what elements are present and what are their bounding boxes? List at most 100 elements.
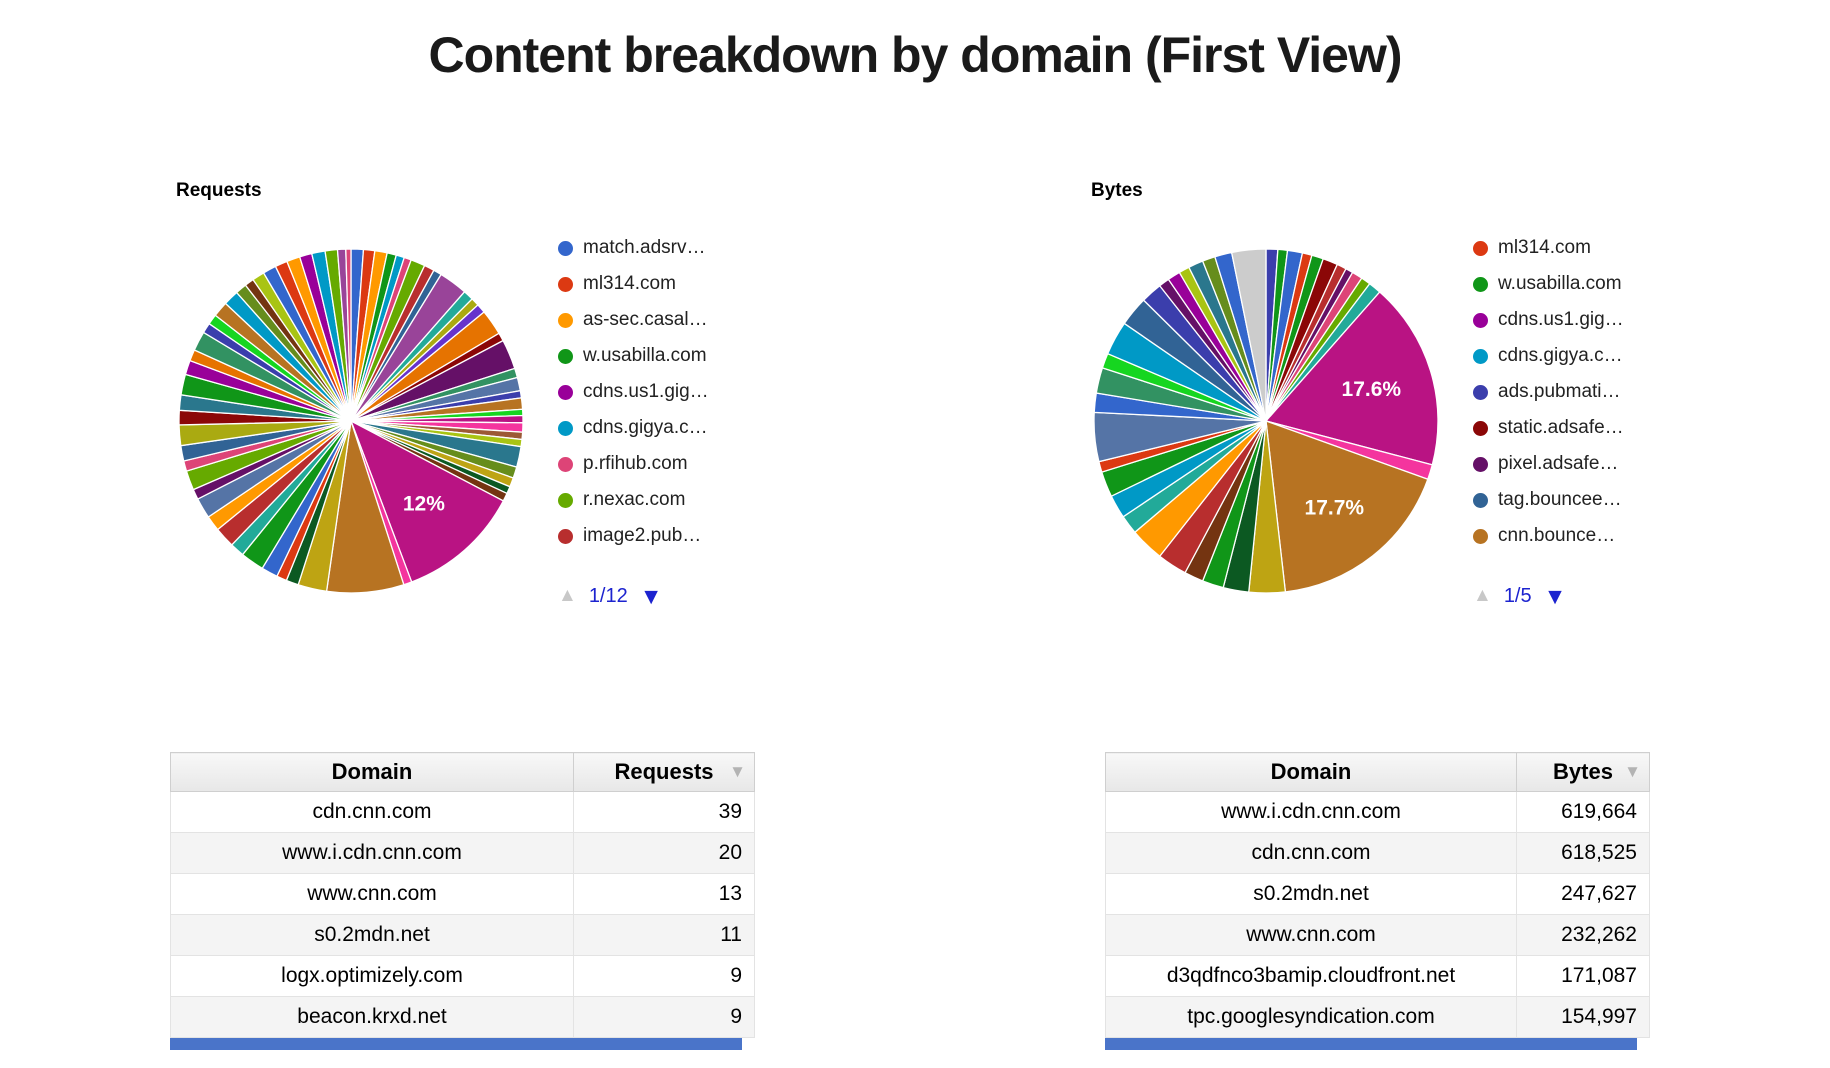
- bytes-pie-chart[interactable]: 17.6% 17.7%: [1091, 246, 1441, 596]
- table-header-label: Bytes: [1553, 759, 1613, 784]
- legend-color-dot: [558, 420, 573, 436]
- pie-slice[interactable]: [349, 419, 505, 583]
- legend-item: cnn.bounce…: [1473, 518, 1624, 554]
- value-cell: 9: [573, 996, 755, 1038]
- value-cell: 39: [573, 791, 755, 833]
- value-cell: 618,525: [1516, 832, 1650, 874]
- table-header-requests[interactable]: Requests ▼: [573, 752, 755, 792]
- table-header-label: Requests: [614, 759, 714, 784]
- requests-pie-chart[interactable]: 12%: [176, 246, 526, 596]
- requests-table-partial-next-row: [170, 1038, 742, 1050]
- requests-chart-row: 12% match.adsrv… ml314.com as-sec.casal… w.…: [0, 237, 915, 610]
- pie-slice[interactable]: [1265, 420, 1429, 593]
- legend-item-label: cdns.gigya.c…: [583, 417, 708, 438]
- domain-cell: logx.optimizely.com: [170, 955, 574, 997]
- domain-cell: www.cnn.com: [1105, 914, 1517, 956]
- bytes-table: Domain Bytes ▼ www.i.cdn.cnn.com 619,664 cdn.…: [1105, 752, 1650, 1038]
- table-header-label: Domain: [1270, 759, 1352, 784]
- legend-pager: ▲ 1/5 ▼: [1473, 582, 1624, 610]
- bytes-chart-title: Bytes: [1091, 180, 1143, 201]
- legend-item-label: tag.bouncee…: [1498, 489, 1622, 510]
- legend-page-down-icon[interactable]: ▼: [1543, 582, 1567, 609]
- sort-desc-icon: ▼: [1624, 762, 1641, 781]
- legend-item-label: pixel.adsafe…: [1498, 453, 1619, 474]
- domain-cell: tpc.googlesyndication.com: [1105, 996, 1517, 1038]
- table-row: tpc.googlesyndication.com 154,997: [1105, 996, 1650, 1038]
- legend-item: static.adsafe…: [1473, 410, 1624, 446]
- bytes-column: Bytes 17.6% 17.7% ml314.com w.usabilla.com…: [915, 180, 1830, 1050]
- domain-cell: cdn.cnn.com: [170, 791, 574, 833]
- table-header-domain: Domain: [1105, 752, 1517, 792]
- legend-color-dot: [558, 348, 573, 364]
- pie-slice[interactable]: [1230, 248, 1267, 422]
- legend-item-label: w.usabilla.com: [583, 345, 707, 366]
- legend-color-dot: [1473, 420, 1488, 436]
- value-cell: 154,997: [1516, 996, 1650, 1038]
- table-row: cdn.cnn.com 618,525: [1105, 832, 1650, 874]
- legend-item: r.nexac.com: [558, 482, 709, 518]
- legend-item-label: ml314.com: [583, 273, 676, 294]
- table-row: www.i.cdn.cnn.com 619,664: [1105, 791, 1650, 833]
- legend-item: w.usabilla.com: [1473, 266, 1624, 302]
- legend-color-dot: [558, 240, 573, 256]
- value-cell: 619,664: [1516, 791, 1650, 833]
- requests-chart-title: Requests: [176, 180, 262, 201]
- bytes-table-partial-next-row: [1105, 1038, 1637, 1050]
- legend-item: cdns.gigya.c…: [558, 410, 709, 446]
- legend-item: p.rfihub.com: [558, 446, 709, 482]
- page-title: Content breakdown by domain (First View): [428, 27, 1402, 83]
- table-header-bytes[interactable]: Bytes ▼: [1516, 752, 1650, 792]
- bytes-legend: ml314.com w.usabilla.com cdns.us1.gig… cdns…: [1473, 230, 1624, 610]
- legend-item: ml314.com: [558, 266, 709, 302]
- legend-item: cdns.us1.gig…: [1473, 302, 1624, 338]
- legend-page-down-icon[interactable]: ▼: [639, 582, 663, 609]
- content-columns: Requests 12% match.adsrv… ml314.com as-sec…: [0, 180, 1830, 1050]
- legend-item-label: p.rfihub.com: [583, 453, 688, 474]
- domain-cell: www.i.cdn.cnn.com: [1105, 791, 1517, 833]
- domain-cell: www.cnn.com: [170, 873, 574, 915]
- value-cell: 232,262: [1516, 914, 1650, 956]
- requests-legend: match.adsrv… ml314.com as-sec.casal… w.usab…: [558, 230, 709, 610]
- value-cell: 11: [573, 914, 755, 956]
- table-row: www.cnn.com 232,262: [1105, 914, 1650, 956]
- legend-item: as-sec.casal…: [558, 302, 709, 338]
- legend-color-dot: [1473, 384, 1488, 400]
- requests-column: Requests 12% match.adsrv… ml314.com as-sec…: [0, 180, 915, 1050]
- table-row: logx.optimizely.com 9: [170, 955, 755, 997]
- legend-page-up-icon[interactable]: ▲: [558, 585, 577, 606]
- legend-color-dot: [558, 456, 573, 472]
- legend-item-label: cdns.us1.gig…: [1498, 309, 1624, 330]
- legend-page-indicator: 1/12: [588, 584, 628, 607]
- pie-slice[interactable]: [345, 248, 352, 422]
- pie-slice[interactable]: [1264, 291, 1439, 466]
- table-row: d3qdfnco3bamip.cloudfront.net 171,087: [1105, 955, 1650, 997]
- legend-item-label: w.usabilla.com: [1498, 273, 1622, 294]
- legend-item-label: ads.pubmati…: [1498, 381, 1621, 402]
- value-cell: 20: [573, 832, 755, 874]
- legend-color-dot: [1473, 528, 1488, 544]
- pie-slice-percent-label: 12%: [403, 493, 445, 516]
- domain-cell: s0.2mdn.net: [1105, 873, 1517, 915]
- legend-item: image2.pub…: [558, 518, 709, 554]
- legend-page-indicator: 1/5: [1503, 584, 1532, 607]
- legend-item-label: static.adsafe…: [1498, 417, 1624, 438]
- value-cell: 171,087: [1516, 955, 1650, 997]
- domain-cell: www.i.cdn.cnn.com: [170, 832, 574, 874]
- legend-color-dot: [1473, 492, 1488, 508]
- legend-page-up-icon[interactable]: ▲: [1473, 585, 1492, 606]
- legend-item-label: cnn.bounce…: [1498, 525, 1616, 546]
- table-row: www.cnn.com 13: [170, 873, 755, 915]
- legend-color-dot: [558, 384, 573, 400]
- table-header-domain: Domain: [170, 752, 574, 792]
- legend-item-label: cdns.gigya.c…: [1498, 345, 1623, 366]
- legend-item: pixel.adsafe…: [1473, 446, 1624, 482]
- legend-item: match.adsrv…: [558, 230, 709, 266]
- table-row: beacon.krxd.net 9: [170, 996, 755, 1038]
- legend-item-label: image2.pub…: [583, 525, 702, 546]
- legend-color-dot: [1473, 240, 1488, 256]
- domain-cell: d3qdfnco3bamip.cloudfront.net: [1105, 955, 1517, 997]
- bytes-chart-row: 17.6% 17.7% ml314.com w.usabilla.com cdns.u…: [915, 237, 1830, 610]
- table-header-label: Domain: [331, 759, 413, 784]
- legend-color-dot: [558, 276, 573, 292]
- table-row: www.i.cdn.cnn.com 20: [170, 832, 755, 874]
